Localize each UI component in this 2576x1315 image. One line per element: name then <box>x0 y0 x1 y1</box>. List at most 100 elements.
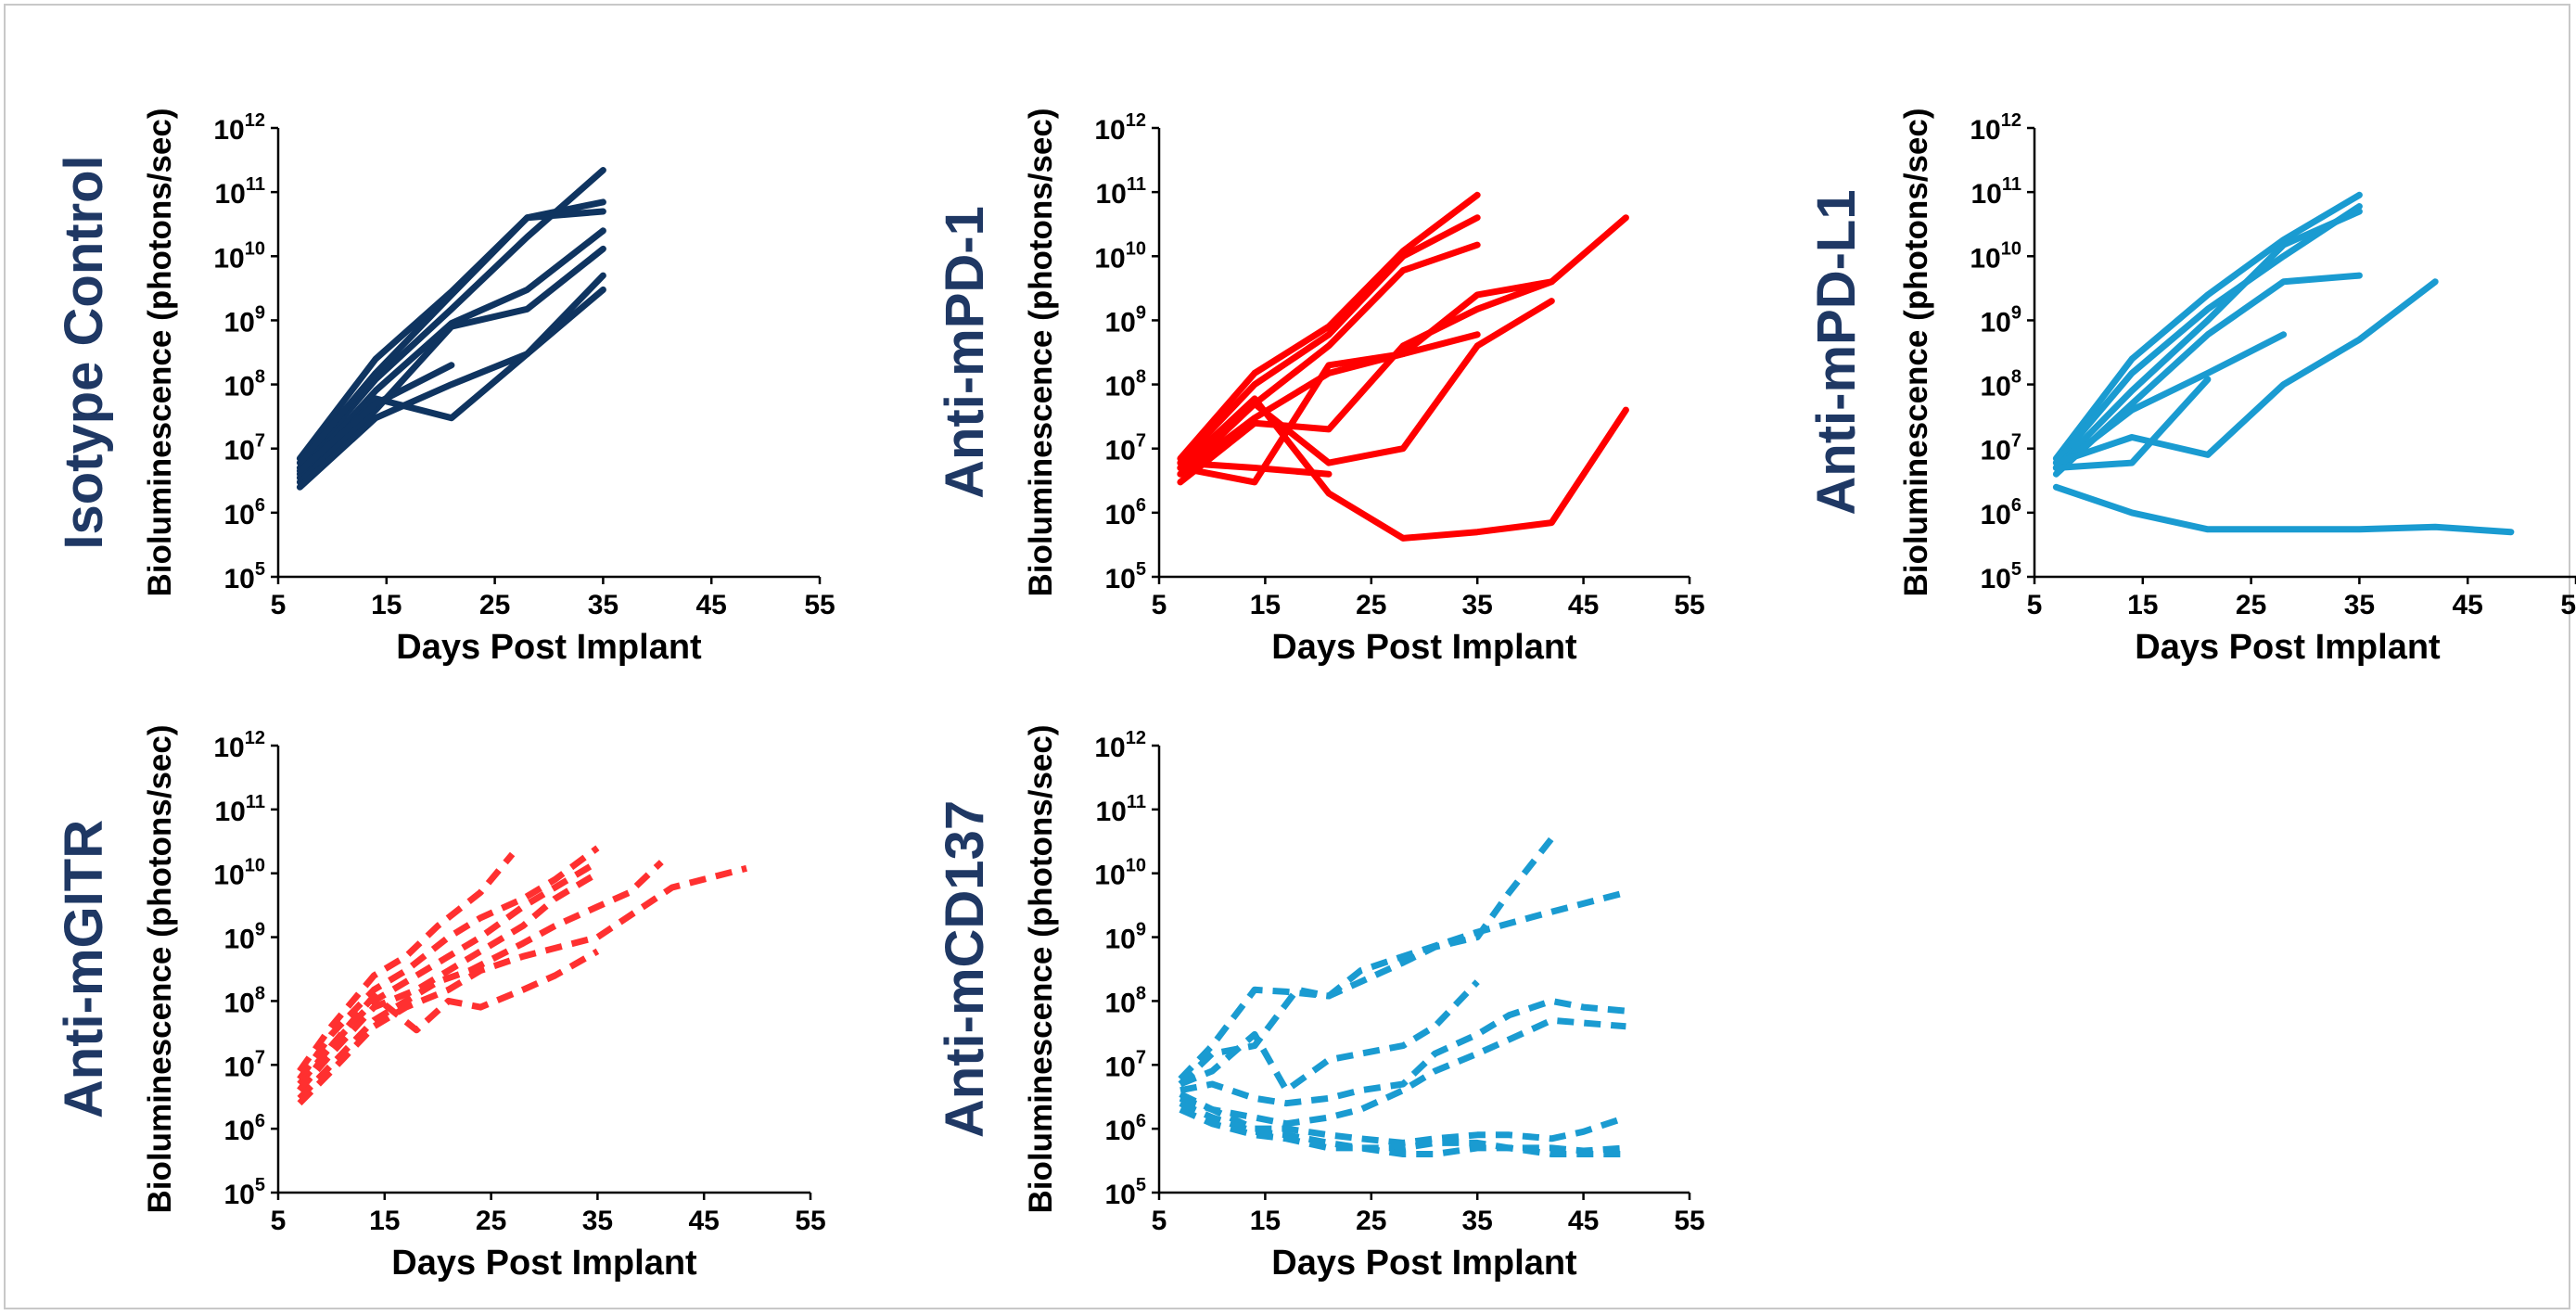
series-line-5 <box>1177 214 1629 486</box>
series-line-2 <box>1177 214 1481 466</box>
y-tick-label: 1012 <box>213 728 265 763</box>
panel-title: Isotype Control <box>54 155 114 549</box>
chart-panel-4: 105 106 107 108 109 1010 1011 1012 5 15 25 35 45 55 Da… <box>54 724 826 1283</box>
x-tick-label: 5 <box>271 1206 287 1236</box>
series-line-3 <box>1179 979 1480 1094</box>
y-tick-label: 105 <box>1981 559 2022 594</box>
series-line-8 <box>1179 1106 1626 1157</box>
y-tick-label: 107 <box>1105 431 1147 466</box>
x-tick-label: 45 <box>1568 590 1599 620</box>
series-line-6 <box>1177 331 1481 486</box>
series-line-5 <box>296 245 606 486</box>
series-line-9 <box>1177 459 1333 478</box>
y-tick-label: 107 <box>224 1047 266 1082</box>
y-tick-label: 1010 <box>213 856 265 891</box>
y-tick-label: 109 <box>1981 302 2022 338</box>
y-tick-label: 106 <box>224 1111 266 1146</box>
y-tick-label: 106 <box>224 495 266 530</box>
series-line-2 <box>1178 889 1627 1087</box>
y-tick-label: 105 <box>1105 559 1147 594</box>
y-tick-label: 108 <box>1105 367 1147 402</box>
y-tick-label: 107 <box>224 431 266 466</box>
series-line-4 <box>297 870 600 1092</box>
panel-title: Anti-mPD-1 <box>935 206 995 499</box>
panel-title: Anti-mGITR <box>54 820 114 1118</box>
x-tick-label: 15 <box>2127 590 2158 620</box>
series-line-5 <box>297 860 664 1101</box>
y-tick-label: 107 <box>1981 431 2022 466</box>
x-tick-label: 25 <box>1356 590 1386 620</box>
chart-panel-5: 105 106 107 108 109 1010 1011 1012 5 15 25 35 45 55 Da… <box>935 724 1705 1283</box>
panel-title: Anti-mPD-L1 <box>1806 189 1867 515</box>
series-line-1 <box>2052 191 2363 462</box>
chart-panel-2: 105 106 107 108 109 1010 1011 1012 5 15 25 35 45 55 Da… <box>935 108 1705 667</box>
x-tick-label: 5 <box>1152 1206 1167 1236</box>
y-tick-label: 109 <box>1105 302 1147 338</box>
x-tick-label: 35 <box>588 590 618 620</box>
y-tick-label: 106 <box>1981 495 2022 530</box>
y-tick-label: 1012 <box>1094 728 1146 763</box>
y-tick-label: 1012 <box>213 110 265 146</box>
series-line-6 <box>1179 1094 1627 1146</box>
series-line-2 <box>2052 203 2363 466</box>
series-line-1 <box>297 851 516 1074</box>
series-line-7 <box>1177 298 1555 478</box>
x-tick-label: 35 <box>582 1206 613 1236</box>
x-tick-label: 55 <box>795 1206 825 1236</box>
y-tick-label: 1010 <box>1094 238 1146 274</box>
series-line-5 <box>1179 1016 1626 1128</box>
chart-panel-3: 105 106 107 108 109 1010 1011 1012 5 15 25 35 45 55 Da… <box>1806 108 2576 667</box>
y-tick-label: 1011 <box>214 174 265 210</box>
x-tick-label: 45 <box>1568 1206 1599 1236</box>
series-line-6 <box>296 286 606 491</box>
x-axis-title: Days Post Implant <box>1271 1244 1577 1283</box>
y-tick-label: 109 <box>1105 920 1147 955</box>
x-tick-label: 25 <box>1356 1206 1386 1236</box>
y-tick-label: 1011 <box>214 792 265 827</box>
series-line-1 <box>1177 191 1481 462</box>
y-tick-label: 1011 <box>1095 174 1146 210</box>
x-tick-label: 55 <box>1674 1206 1704 1236</box>
y-tick-label: 107 <box>1105 1047 1147 1082</box>
x-tick-label: 45 <box>696 590 727 620</box>
series-line-3 <box>297 859 600 1087</box>
series-line-8 <box>2052 483 2515 536</box>
panel-title: Anti-mCD137 <box>935 800 995 1138</box>
y-tick-label: 109 <box>224 920 266 955</box>
y-tick-label: 1010 <box>1970 238 2021 274</box>
x-tick-label: 25 <box>479 590 510 620</box>
y-axis-title: Bioluminescence (photons/sec) <box>142 108 178 596</box>
x-tick-label: 5 <box>2027 590 2043 620</box>
y-tick-label: 1012 <box>1094 110 1146 146</box>
x-tick-label: 25 <box>2236 590 2266 620</box>
y-tick-label: 106 <box>1105 495 1147 530</box>
y-axis-title: Bioluminescence (photons/sec) <box>1023 108 1059 596</box>
x-tick-label: 45 <box>2453 590 2483 620</box>
y-tick-label: 105 <box>224 559 266 594</box>
y-tick-label: 1011 <box>1970 174 2021 210</box>
x-axis-title: Days Post Implant <box>396 628 702 667</box>
x-tick-label: 45 <box>689 1206 720 1236</box>
series-line-1 <box>1178 836 1555 1082</box>
y-tick-label: 105 <box>224 1175 266 1210</box>
series-line-7 <box>1179 1100 1626 1155</box>
y-tick-label: 106 <box>1105 1111 1147 1146</box>
y-axis-title: Bioluminescence (photons/sec) <box>142 724 178 1213</box>
x-tick-label: 25 <box>476 1206 506 1236</box>
x-tick-label: 5 <box>1152 590 1167 620</box>
series-line-5 <box>2052 331 2288 471</box>
chart-panel-1: 105 106 107 108 109 1010 1011 1012 5 15 25 35 45 55 Da… <box>54 108 835 667</box>
series-line-7 <box>2052 376 2212 471</box>
y-tick-label: 108 <box>1105 983 1147 1018</box>
x-tick-label: 15 <box>371 590 402 620</box>
x-tick-label: 15 <box>1250 590 1281 620</box>
series-line-7 <box>297 948 600 1092</box>
x-tick-label: 15 <box>1250 1206 1281 1236</box>
y-axis-title: Bioluminescence (photons/sec) <box>1898 108 1934 596</box>
y-tick-label: 1012 <box>1970 110 2021 146</box>
x-axis-title: Days Post Implant <box>2135 628 2441 667</box>
y-tick-label: 1010 <box>1094 856 1146 891</box>
x-tick-label: 55 <box>1674 590 1704 620</box>
x-tick-label: 55 <box>804 590 835 620</box>
